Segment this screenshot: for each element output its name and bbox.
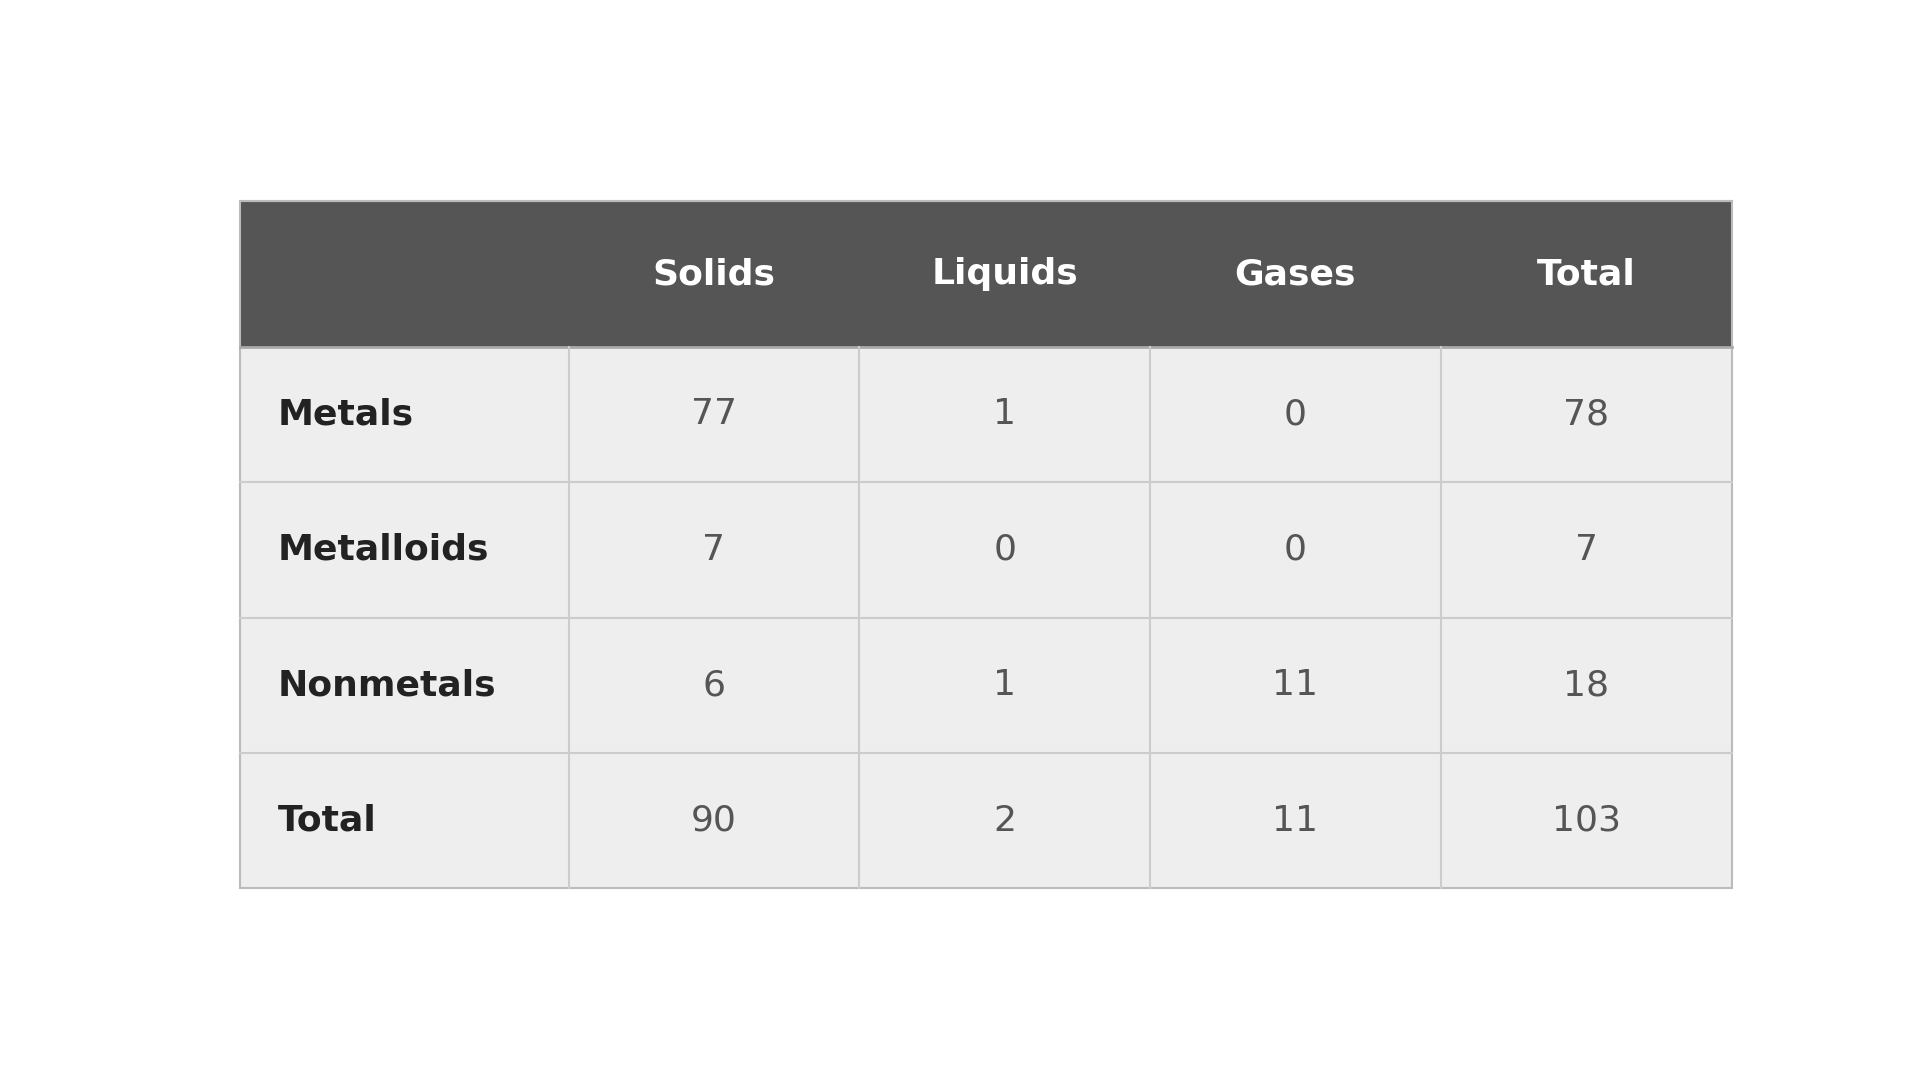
Bar <box>860 346 1150 482</box>
Bar <box>860 482 1150 617</box>
Bar <box>240 617 569 753</box>
Bar <box>569 617 860 753</box>
Text: Metals: Metals <box>277 397 413 432</box>
Bar <box>860 753 1150 888</box>
Bar <box>240 753 569 888</box>
Bar <box>569 753 860 888</box>
Bar <box>569 346 860 482</box>
Bar <box>1440 202 1731 346</box>
Text: 0: 0 <box>1283 533 1306 566</box>
Bar <box>1150 482 1440 617</box>
Text: Gases: Gases <box>1235 257 1356 291</box>
Text: 11: 11 <box>1271 804 1317 837</box>
Text: 7: 7 <box>702 533 725 566</box>
Text: Liquids: Liquids <box>931 257 1077 291</box>
Text: 0: 0 <box>992 533 1015 566</box>
Text: 90: 90 <box>690 804 737 837</box>
Text: 103: 103 <box>1552 804 1619 837</box>
Bar <box>1440 617 1731 753</box>
Text: 1: 1 <box>992 397 1015 432</box>
Bar <box>240 202 569 346</box>
Text: 1: 1 <box>992 668 1015 702</box>
Text: Total: Total <box>1536 257 1635 291</box>
Bar <box>1150 202 1440 346</box>
Bar <box>860 617 1150 753</box>
Text: 7: 7 <box>1573 533 1596 566</box>
Bar <box>1150 753 1440 888</box>
Bar <box>569 202 860 346</box>
Text: Solids: Solids <box>652 257 775 291</box>
Text: 2: 2 <box>992 804 1015 837</box>
Text: 6: 6 <box>702 668 725 702</box>
Text: 18: 18 <box>1561 668 1608 702</box>
Bar <box>240 202 1731 888</box>
Text: 11: 11 <box>1271 668 1317 702</box>
Bar <box>240 346 569 482</box>
Bar <box>569 482 860 617</box>
Text: Nonmetals: Nonmetals <box>277 668 496 702</box>
Bar <box>860 202 1150 346</box>
Text: 78: 78 <box>1561 397 1608 432</box>
Text: Total: Total <box>277 804 377 837</box>
Bar <box>1150 617 1440 753</box>
Bar <box>1440 753 1731 888</box>
Bar <box>1440 346 1731 482</box>
Text: Metalloids: Metalloids <box>277 533 488 566</box>
Text: 77: 77 <box>690 397 737 432</box>
Bar <box>1150 346 1440 482</box>
Bar <box>240 482 569 617</box>
Bar <box>1440 482 1731 617</box>
Text: 0: 0 <box>1283 397 1306 432</box>
